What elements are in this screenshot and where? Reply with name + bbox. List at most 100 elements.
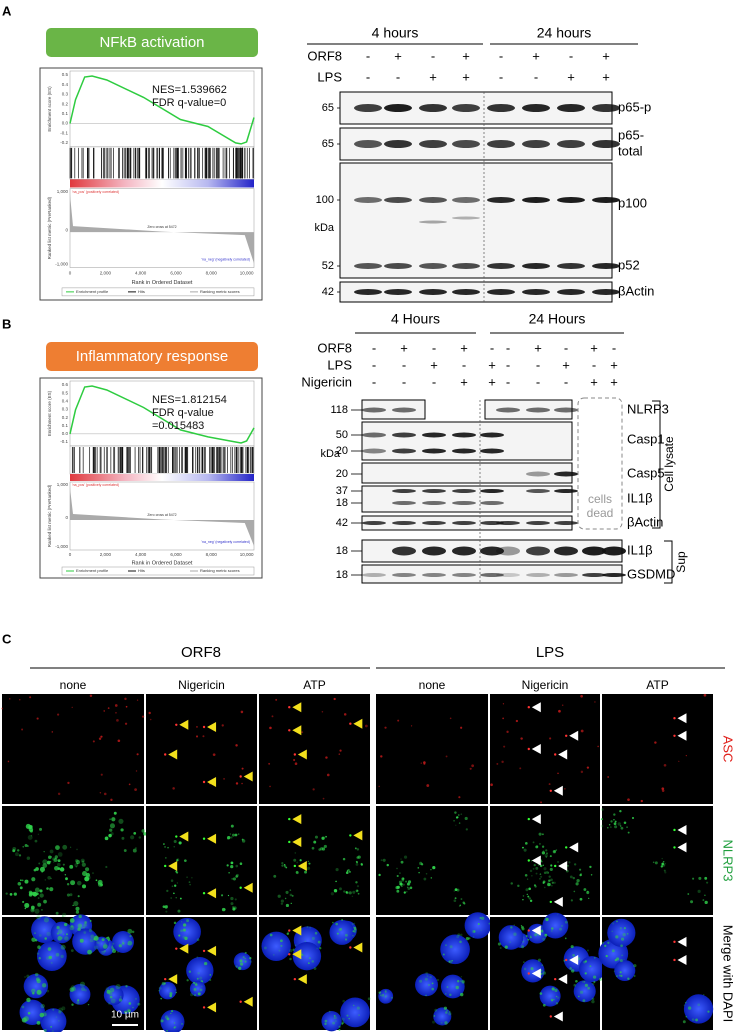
band: [592, 263, 620, 269]
x-tick-label: 10,000: [240, 271, 254, 276]
band: [419, 263, 447, 269]
nlrp3-speck: [626, 932, 629, 935]
treatment-sign: -: [536, 357, 540, 372]
nlrp3-speck: [178, 841, 182, 845]
nlrp3-speck: [557, 996, 560, 999]
asc-speck: [519, 767, 522, 770]
nlrp3-speck: [690, 900, 694, 904]
nlrp3-speck: [579, 872, 583, 876]
nlrp3-speck: [30, 905, 35, 910]
nlrp3-speck: [193, 994, 197, 997]
nlrp3-speck: [526, 893, 528, 895]
nlrp3-speck: [280, 902, 284, 905]
nlrp3-speck: [132, 1006, 134, 1009]
y-axis-label: Enrichment score (ES): [47, 86, 52, 132]
nlrp3-speck: [319, 946, 322, 950]
nlrp3-speck: [543, 871, 547, 875]
asc-speck: [339, 749, 342, 752]
nlrp3-speck: [311, 846, 315, 850]
nlrp3-speck: [425, 994, 427, 996]
asc-speck: [515, 719, 519, 723]
speck: [175, 723, 178, 726]
nlrp3-speck: [358, 1014, 360, 1016]
nlrp3-speck: [83, 931, 87, 934]
nlrp3-speck: [164, 845, 166, 848]
nlrp3-speck: [115, 984, 121, 990]
nlrp3-speck: [165, 910, 168, 913]
nlrp3-speck: [173, 921, 177, 925]
nlrp3-speck: [504, 945, 508, 949]
asc-speck: [57, 713, 60, 716]
nlrp3-speck: [39, 866, 45, 872]
nlrp3-speck: [692, 877, 695, 880]
nlrp3-speck: [69, 987, 75, 992]
nlrp3-speck: [285, 866, 288, 869]
nlrp3-speck: [619, 825, 622, 827]
nlrp3-speck: [521, 925, 524, 929]
asc-speck: [490, 783, 493, 787]
nlrp3-speck: [40, 1003, 45, 1009]
nlrp3-speck: [164, 1015, 169, 1019]
gsea-statistic: FDR q-value: [152, 407, 214, 419]
band: [496, 546, 520, 556]
nlrp3-speck: [573, 863, 577, 866]
nlrp3-speck: [529, 936, 532, 939]
nlrp3-speck: [130, 835, 135, 840]
nlrp3-speck: [186, 876, 188, 879]
speck: [673, 846, 676, 849]
band: [384, 140, 412, 148]
speck: [202, 949, 206, 953]
treatment-sign: -: [372, 340, 376, 355]
nlrp3-speck: [104, 942, 106, 945]
nlrp3-speck: [620, 826, 624, 830]
band: [522, 197, 550, 203]
asc-speck: [223, 778, 225, 780]
group-label: Sup: [674, 551, 688, 573]
nlrp3-speck: [584, 972, 587, 975]
nlrp3-speck: [619, 809, 622, 813]
nlrp3-speck: [396, 885, 400, 889]
nlrp3-speck: [324, 1019, 328, 1023]
nlrp3-speck: [613, 813, 616, 816]
nucleus: [378, 988, 394, 1004]
nlrp3-speck: [308, 957, 311, 960]
nlrp3-speck: [77, 895, 80, 898]
nlrp3-speck: [120, 828, 124, 832]
nlrp3-speck: [209, 978, 212, 981]
metric-tick-label: 1,000: [57, 189, 69, 194]
nlrp3-speck: [53, 858, 58, 862]
asc-speck: [92, 740, 95, 743]
nlrp3-speck: [431, 987, 435, 991]
nlrp3-speck: [163, 843, 165, 845]
nlrp3-speck: [524, 874, 528, 877]
asc-speck: [640, 799, 643, 803]
band: [354, 140, 382, 148]
nucleus: [189, 980, 206, 997]
nlrp3-speck: [42, 863, 48, 868]
nlrp3-speck: [430, 868, 432, 871]
asc-speck: [235, 782, 239, 785]
band: [419, 289, 447, 295]
x-tick-label: 10,000: [240, 552, 254, 557]
nlrp3-speck: [424, 977, 428, 981]
nlrp3-speck: [290, 902, 292, 904]
nlrp3-speck: [523, 848, 527, 852]
nlrp3-speck: [311, 936, 315, 940]
nlrp3-speck: [69, 846, 72, 848]
nlrp3-speck: [127, 928, 133, 934]
nlrp3-speck: [432, 866, 436, 870]
asc-speck: [29, 696, 32, 699]
nlrp3-speck: [221, 894, 224, 897]
nlrp3-speck: [530, 967, 534, 971]
protein-label: p65-: [618, 127, 644, 142]
nlrp3-speck: [128, 1002, 132, 1005]
nlrp3-speck: [62, 912, 67, 917]
asc-speck: [1, 707, 4, 710]
speck: [673, 940, 676, 944]
rank-color-bar: [70, 474, 254, 481]
nlrp3-speck: [101, 950, 105, 955]
nlrp3-speck: [85, 867, 90, 872]
nlrp3-speck: [38, 957, 41, 960]
band: [557, 263, 585, 269]
band: [554, 471, 578, 477]
